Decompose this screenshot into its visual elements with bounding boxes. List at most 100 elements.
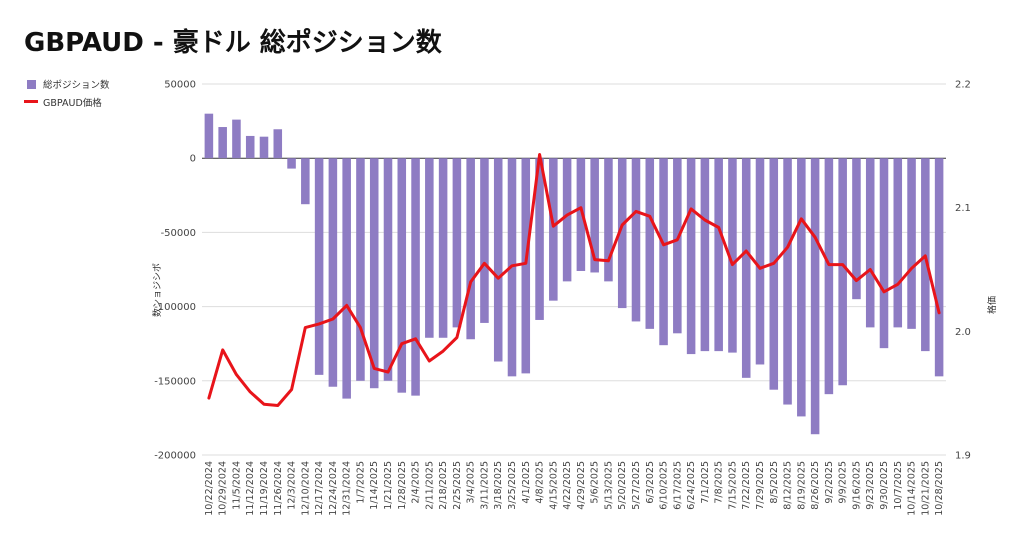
y-right-tick-label: 2.0 (955, 327, 971, 338)
x-tick-label: 10/7/2025 (893, 461, 904, 510)
x-tick-label: 8/5/2025 (769, 461, 780, 504)
bar (686, 158, 696, 355)
bar (893, 158, 903, 328)
bar (769, 158, 779, 390)
x-tick-label: 10/22/2024 (204, 461, 215, 516)
x-tick-label: 4/22/2025 (562, 461, 573, 510)
x-tick-label: 9/16/2025 (851, 461, 862, 510)
bar (273, 129, 283, 159)
bar (617, 158, 627, 309)
x-tick-label: 9/30/2025 (879, 461, 890, 510)
x-tick-label: 6/10/2025 (659, 461, 670, 510)
bar (741, 158, 751, 378)
x-tick-label: 11/19/2024 (259, 461, 270, 516)
x-tick-label: 3/4/2025 (466, 461, 477, 504)
x-tick-label: 5/20/2025 (617, 461, 628, 510)
y-left-axis: 50000 0 -50000 -100000 -150000 -200000 (154, 80, 196, 462)
bar (452, 158, 462, 328)
price-line (207, 153, 941, 407)
x-tick-label: 9/2/2025 (824, 461, 835, 504)
x-tick-label: 1/21/2025 (383, 461, 394, 510)
y-left-tick-label: -100000 (154, 302, 196, 313)
x-tick-label: 10/29/2024 (218, 461, 229, 516)
bar (631, 158, 641, 322)
x-tick-label: 9/23/2025 (865, 461, 876, 510)
bar (204, 113, 214, 159)
x-tick-label: 10/14/2025 (907, 461, 918, 516)
x-tick-label: 12/10/2024 (300, 461, 311, 516)
bar (314, 158, 324, 375)
y-right-tick-label: 2.2 (955, 80, 971, 91)
x-tick-label: 2/11/2025 (424, 461, 435, 510)
x-tick-label: 3/18/2025 (493, 461, 504, 510)
x-tick-label: 3/11/2025 (479, 461, 490, 510)
x-tick-label: 7/29/2025 (755, 461, 766, 510)
x-tick-label: 7/1/2025 (700, 461, 711, 504)
x-tick-label: 2/4/2025 (411, 461, 422, 504)
x-tick-label: 4/15/2025 (548, 461, 559, 510)
x-tick-label: 7/22/2025 (741, 461, 752, 510)
x-tick-label: 11/5/2024 (231, 461, 242, 510)
bar (438, 158, 448, 338)
bar (521, 158, 531, 374)
bar (824, 158, 834, 395)
x-tick-label: 8/19/2025 (796, 461, 807, 510)
bar (369, 158, 379, 389)
x-tick-label: 6/17/2025 (672, 461, 683, 510)
x-tick-label: 10/21/2025 (920, 461, 931, 516)
line-series (207, 153, 941, 407)
x-tick-label: 4/8/2025 (535, 461, 546, 504)
gridlines (202, 83, 946, 456)
bar (604, 158, 613, 282)
bar (576, 158, 586, 271)
x-tick-label: 2/25/2025 (452, 461, 463, 510)
bar (645, 158, 655, 329)
x-tick-label: 11/12/2024 (245, 461, 256, 516)
bar (232, 119, 241, 159)
y-left-tick-label: -50000 (161, 228, 196, 239)
bar (797, 158, 806, 417)
x-tick-label: 5/6/2025 (590, 461, 601, 504)
x-tick-label: 1/14/2025 (369, 461, 380, 510)
legend: 総ポジション数 GBPAUD価格 (24, 79, 110, 109)
x-tick-label: 2/18/2025 (438, 461, 449, 510)
legend-label-bar: 総ポジション数 (43, 79, 110, 91)
y-right-axis: 2.2 2.1 2.0 1.9 (955, 80, 971, 462)
bar (907, 158, 916, 329)
bar (245, 135, 255, 159)
x-tick-label: 12/17/2024 (314, 461, 325, 516)
y-left-tick-label: 0 (190, 154, 196, 165)
x-tick-label: 4/29/2025 (576, 461, 587, 510)
x-tick-label: 6/3/2025 (645, 461, 656, 504)
bar (562, 158, 572, 282)
y-right-tick-label: 1.9 (955, 451, 971, 462)
bar (259, 136, 269, 159)
bar-series (204, 113, 944, 435)
bar (480, 158, 489, 323)
legend-swatch-line (24, 100, 38, 103)
bar (397, 158, 407, 393)
x-tick-label: 6/24/2025 (686, 461, 697, 510)
bar (466, 158, 475, 340)
x-tick-label: 5/27/2025 (631, 461, 642, 510)
bar (838, 158, 847, 386)
bar (673, 158, 682, 334)
x-tick-label: 4/1/2025 (521, 461, 532, 504)
x-tick-label: 1/28/2025 (397, 461, 408, 510)
bar (356, 158, 365, 381)
bar (714, 158, 723, 352)
bar (535, 158, 544, 320)
x-tick-label: 10/28/2025 (934, 461, 945, 516)
bar (218, 127, 227, 159)
bar (549, 158, 558, 301)
bar (852, 158, 861, 300)
x-tick-label: 5/13/2025 (603, 461, 614, 510)
bar (287, 158, 296, 169)
x-axis: 10/22/2024 10/29/2024 11/5/2024 11/12/2024 1… (204, 461, 945, 516)
x-tick-label: 7/15/2025 (727, 461, 738, 510)
bar (783, 158, 792, 405)
bar (411, 158, 420, 396)
x-tick-label: 12/24/2024 (328, 461, 339, 516)
y-left-tick-label: -150000 (154, 376, 196, 387)
